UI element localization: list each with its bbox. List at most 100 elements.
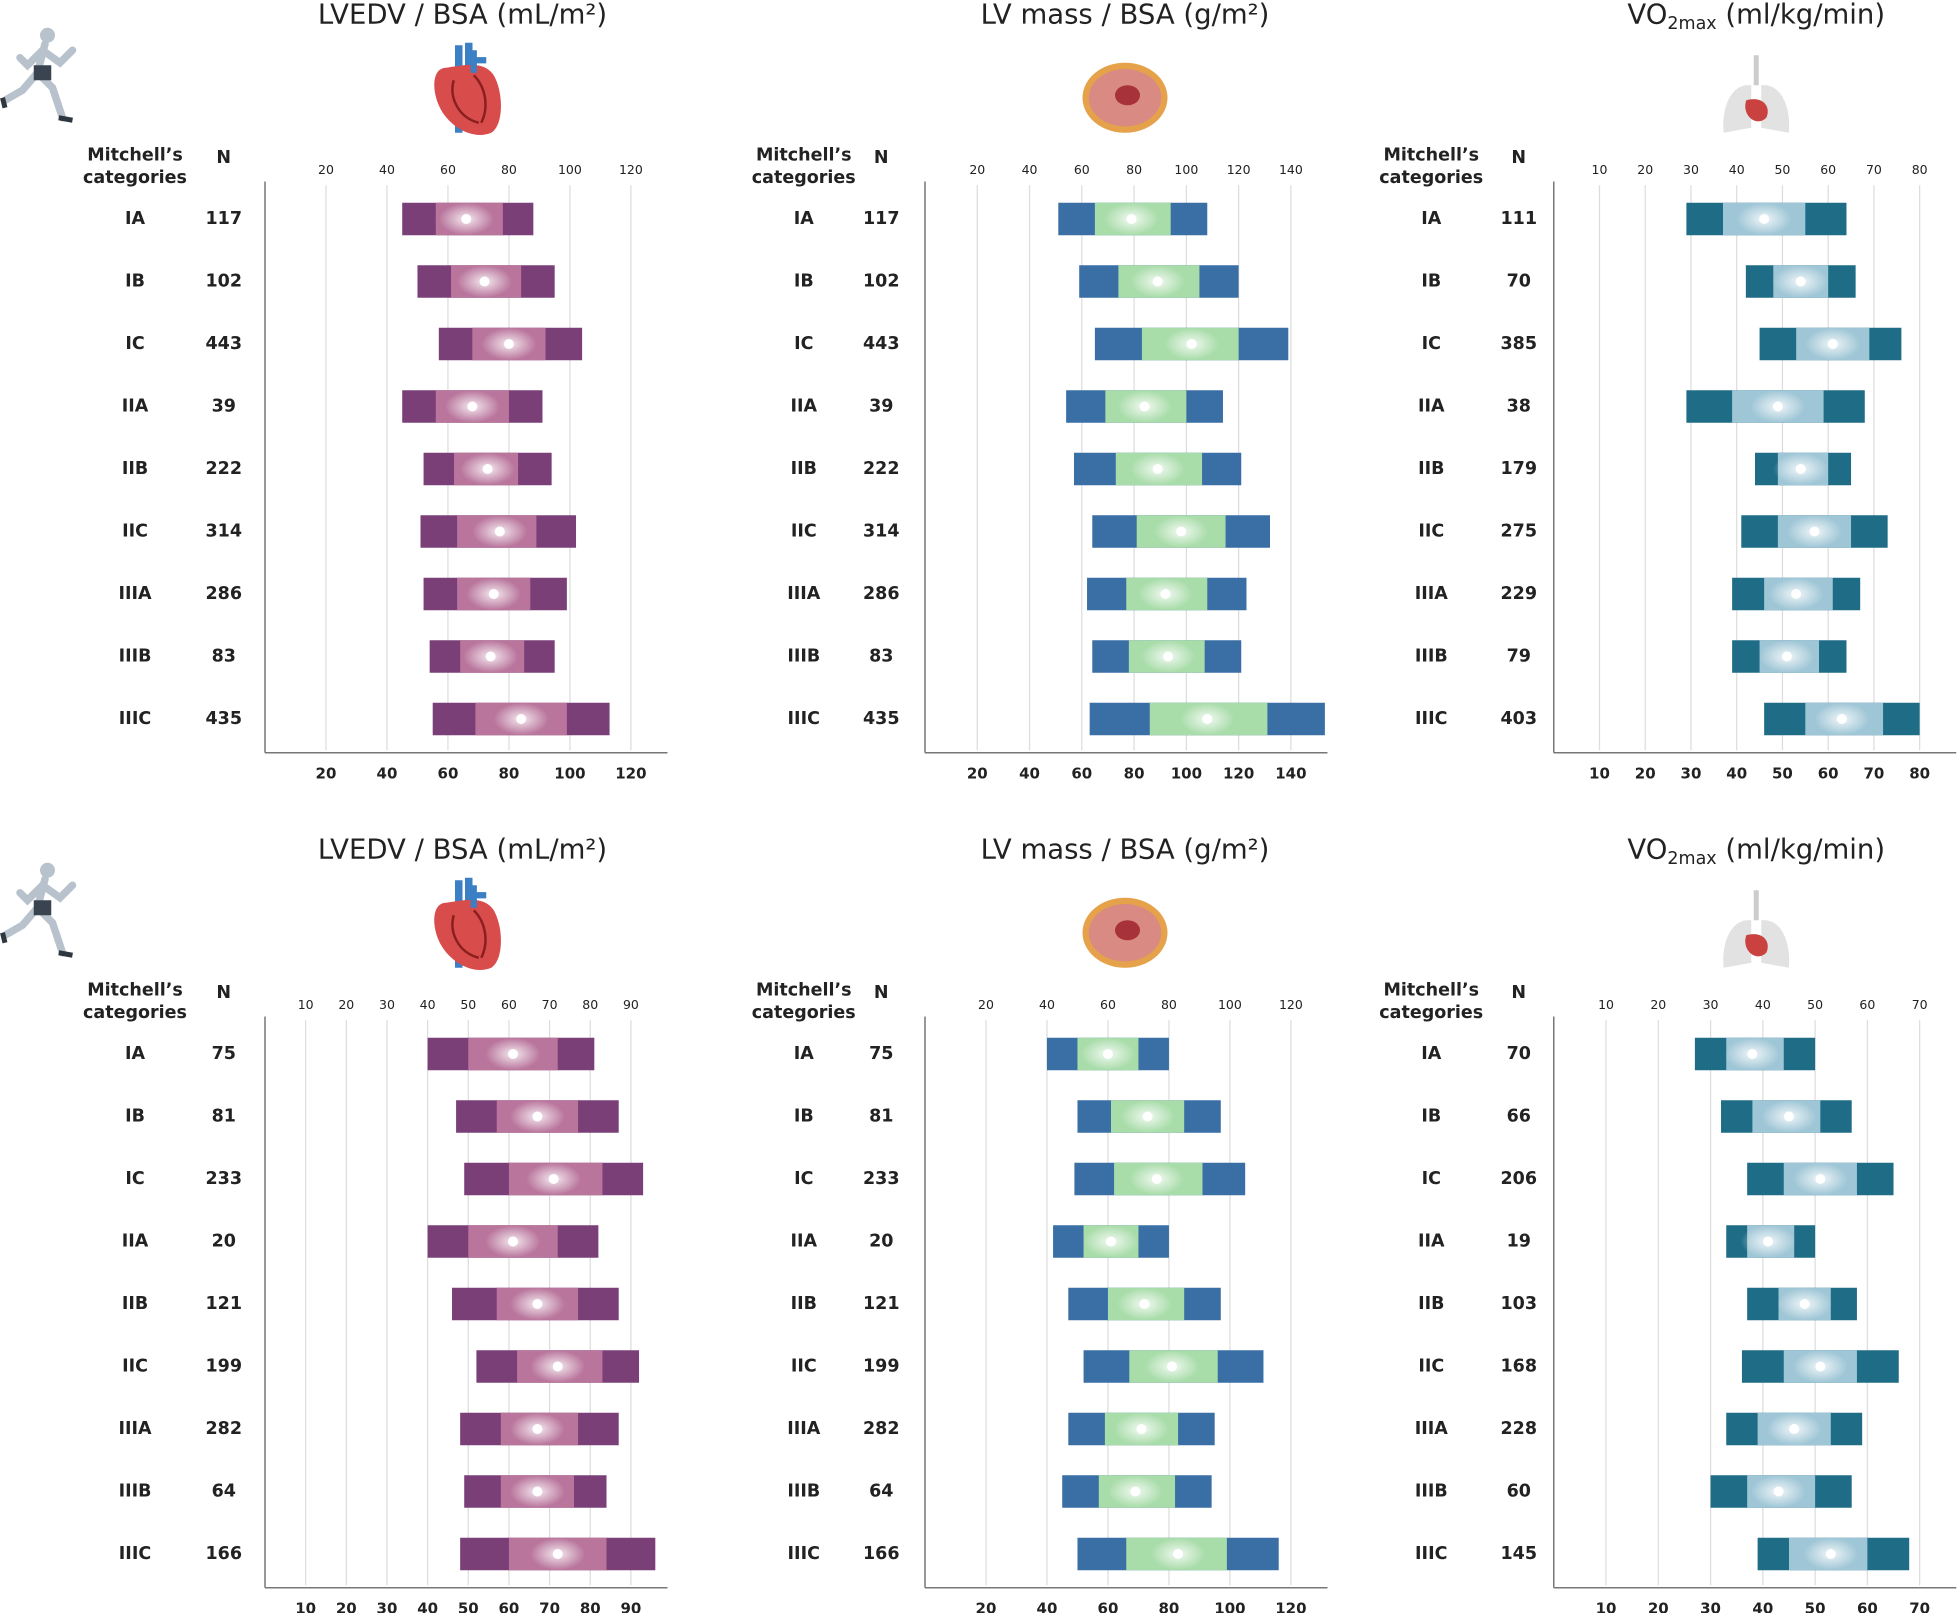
mean-dot [1783,1111,1794,1122]
x-tick-label-top: 40 [1039,997,1055,1012]
mean-dot [1173,1549,1184,1559]
category-label: IIIC [788,1544,820,1564]
n-label: 75 [212,1044,236,1064]
n-label: 145 [1500,1544,1537,1564]
category-label: IC [125,1169,144,1189]
category-label: IIA [790,397,817,417]
n-label: 314 [863,522,900,542]
n-label: 199 [205,1357,242,1377]
n-label: 20 [212,1232,236,1252]
mean-dot [1789,1424,1800,1434]
mean-dot [1106,1236,1117,1247]
heart-slice-icon [1082,897,1168,968]
mean-dot [548,1174,559,1184]
category-label: IIC [791,1357,817,1377]
category-label: IIB [122,459,148,479]
mean-dot [1836,714,1847,724]
category-label: IB [794,272,814,292]
x-tick-label-top: 10 [1598,997,1614,1012]
x-tick-label: 100 [554,765,585,783]
x-tick-label: 100 [1171,765,1202,783]
mean-dot [1166,1361,1177,1372]
category-label: IIIA [118,1419,152,1439]
x-tick-label: 20 [316,765,337,783]
x-tick-label-top: 100 [1218,997,1242,1012]
category-header: categories [83,168,187,188]
panel-title: LVEDV / BSA (mL/m²) [318,833,607,865]
mean-dot [552,1549,563,1559]
category-label: IIIA [787,584,821,604]
category-label: IA [794,209,815,229]
n-header: N [1511,983,1526,1003]
mean-dot [1799,1299,1810,1309]
category-label: IIIC [119,709,151,729]
x-tick-label-top: 40 [1729,162,1745,177]
category-header: categories [83,1003,187,1023]
category-header: Mitchell’s [87,980,183,1000]
n-label: 19 [1507,1232,1531,1252]
x-tick-label: 60 [1071,765,1092,783]
mean-dot [1773,1486,1784,1497]
mean-dot [461,214,472,224]
x-tick-label-top: 90 [623,997,639,1012]
mean-dot [552,1361,563,1372]
mean-dot [503,339,514,349]
x-tick-label-top: 10 [1592,162,1608,177]
x-tick-label: 60 [438,765,459,783]
category-label: IIIB [1415,1482,1448,1502]
n-label: 282 [205,1419,242,1439]
x-tick-label: 40 [417,1600,438,1613]
mean-dot [1186,339,1197,349]
title-subscript: 2max [1667,849,1716,869]
x-tick-label-top: 120 [619,162,643,177]
n-label: 286 [863,584,900,604]
n-label: 38 [1507,397,1531,417]
n-label: 103 [1500,1294,1537,1314]
mean-dot [1152,464,1163,474]
title-suffix: (ml/kg/min) [1717,833,1885,865]
n-label: 385 [1500,334,1537,354]
category-header: Mitchell’s [756,145,852,165]
category-label: IIC [1418,1357,1444,1377]
mean-dot [1202,714,1213,724]
category-label: IIB [791,1294,817,1314]
category-label: IC [1422,334,1441,354]
n-label: 83 [212,647,236,667]
n-label: 64 [869,1482,893,1502]
n-label: 435 [863,709,900,729]
mean-dot [1163,651,1174,662]
panel-title: VO2max (ml/kg/min) [1627,0,1885,34]
n-label: 286 [205,584,242,604]
mean-dot [1102,1049,1113,1059]
n-label: 121 [863,1294,900,1314]
category-label: IIB [791,459,817,479]
runner-icon [3,28,73,121]
n-header: N [216,983,231,1003]
n-label: 222 [863,459,900,479]
mean-dot [1791,589,1802,599]
x-tick-label: 140 [1275,765,1306,783]
category-label: IB [1421,1107,1441,1127]
x-tick-label-top: 50 [1807,997,1823,1012]
mean-dot [488,589,499,599]
category-header: Mitchell’s [756,980,852,1000]
n-label: 275 [1500,522,1537,542]
x-tick-label: 60 [1857,1600,1878,1613]
category-label: IIIA [787,1419,821,1439]
category-label: IB [794,1107,814,1127]
x-tick-label: 120 [615,765,646,783]
mean-dot [1815,1174,1826,1184]
x-tick-label: 40 [1037,1600,1058,1613]
category-label: IIIB [787,1482,820,1502]
n-label: 233 [863,1169,900,1189]
n-label: 81 [869,1107,893,1127]
mean-dot [1139,1299,1150,1309]
category-label: IIB [1418,1294,1444,1314]
title-text: LVEDV / BSA (mL/m²) [318,833,607,865]
n-header: N [216,148,231,168]
n-header: N [1511,148,1526,168]
x-tick-label-top: 120 [1279,997,1303,1012]
mean-dot [1809,526,1820,537]
n-label: 229 [1500,584,1537,604]
category-label: IIIC [119,1544,151,1564]
